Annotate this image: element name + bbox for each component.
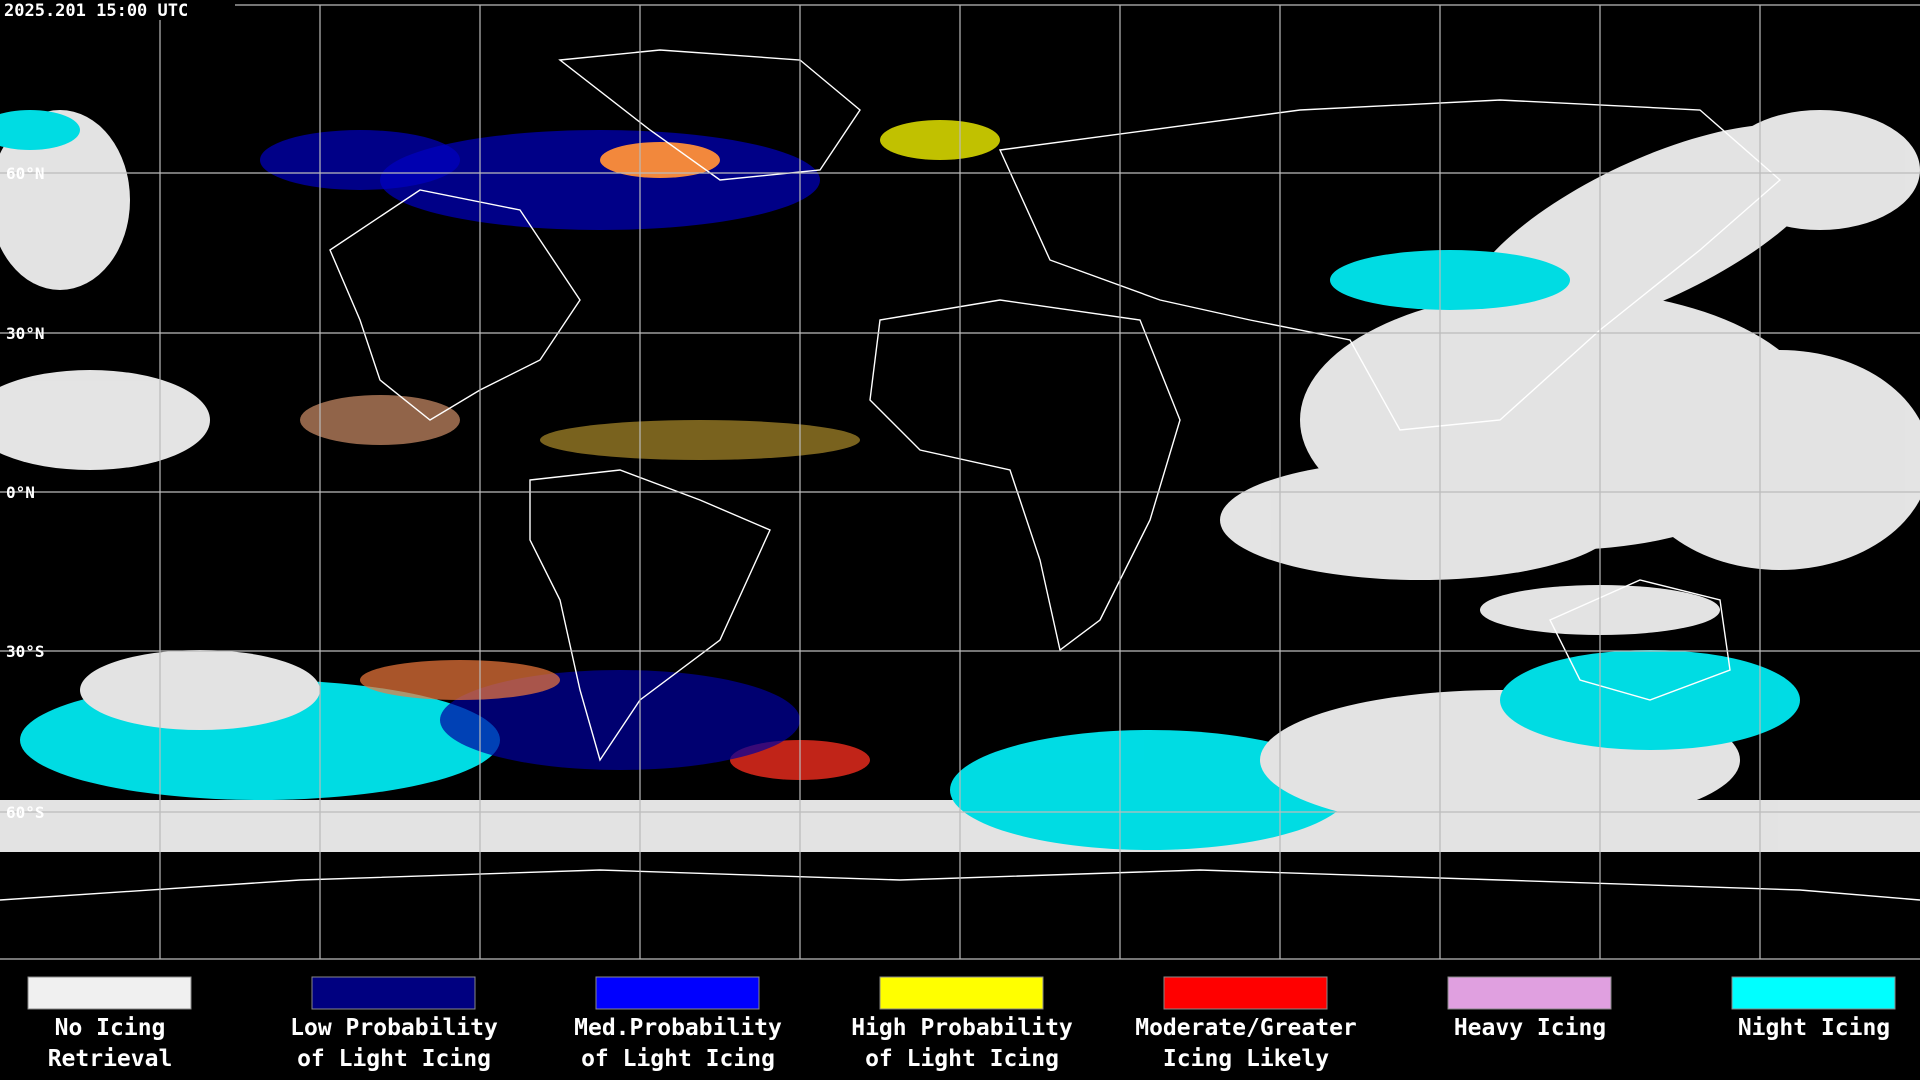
lat-label: 30°N (6, 324, 45, 343)
legend-label: of Light Icing (865, 1046, 1059, 1072)
legend-label: Night Icing (1738, 1015, 1890, 1041)
lat-label: 60°N (6, 164, 45, 183)
graticule (0, 4, 1920, 960)
timestamp-bg (0, 0, 235, 20)
legend-label: Icing Likely (1163, 1046, 1329, 1072)
legend-label: of Light Icing (297, 1046, 491, 1072)
legend-swatch (879, 976, 1044, 1010)
legend-swatch (311, 976, 476, 1010)
legend-swatch (595, 976, 760, 1010)
timestamp: 2025.201 15:00 UTC (4, 1, 188, 21)
legend-label: High Probability (851, 1015, 1073, 1041)
map (0, 4, 1920, 960)
legend-label: Retrieval (48, 1046, 173, 1072)
lat-label: 60°S (6, 803, 45, 822)
legend-swatch (1447, 976, 1612, 1010)
legend-label: Med.Probability (574, 1015, 782, 1041)
legend-swatch (1731, 976, 1896, 1010)
legend-label: Heavy Icing (1454, 1015, 1606, 1041)
lat-label: 30°S (6, 642, 45, 661)
legend-label: of Light Icing (581, 1046, 775, 1072)
legend-swatch (1163, 976, 1328, 1010)
legend-swatch (27, 976, 192, 1010)
legend-label: Low Probability (290, 1015, 498, 1041)
lat-label: 0°N (6, 483, 35, 502)
legend-label: Moderate/Greater (1135, 1015, 1357, 1041)
legend-label: No Icing (55, 1015, 166, 1041)
